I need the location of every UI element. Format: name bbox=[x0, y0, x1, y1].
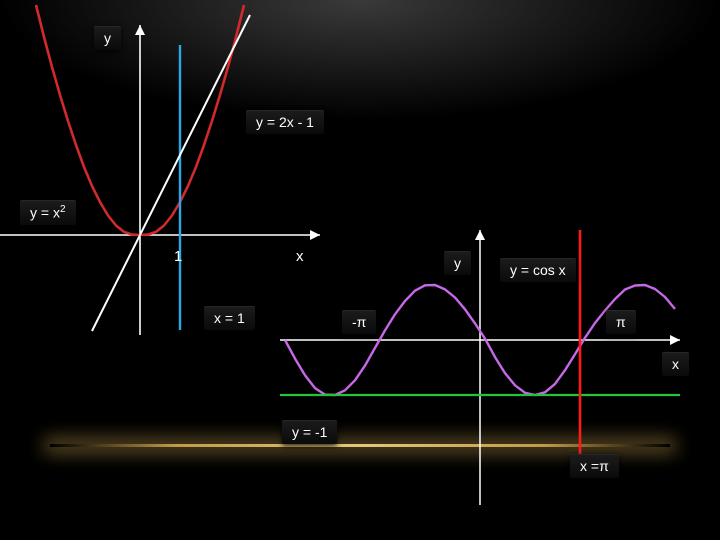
label-y-1: y = -1 bbox=[282, 420, 337, 444]
curve-tangent_line bbox=[92, 15, 250, 331]
label-y-cos-x: y = cos x bbox=[500, 258, 576, 282]
label-x-1: x = 1 bbox=[204, 306, 255, 330]
label-y: y bbox=[94, 26, 121, 50]
label-y: y bbox=[444, 251, 471, 275]
label-x-: x =π bbox=[570, 454, 619, 478]
label-x: x bbox=[662, 352, 689, 376]
label--: -π bbox=[342, 310, 376, 334]
label-y-x-sup-2-sup-: y = x2 bbox=[20, 200, 76, 225]
right-chart bbox=[280, 215, 700, 525]
label--: π bbox=[606, 310, 636, 334]
label-1: 1 bbox=[174, 248, 182, 265]
label-x: x bbox=[296, 248, 304, 265]
label-y-2x-1: y = 2x - 1 bbox=[246, 110, 324, 134]
